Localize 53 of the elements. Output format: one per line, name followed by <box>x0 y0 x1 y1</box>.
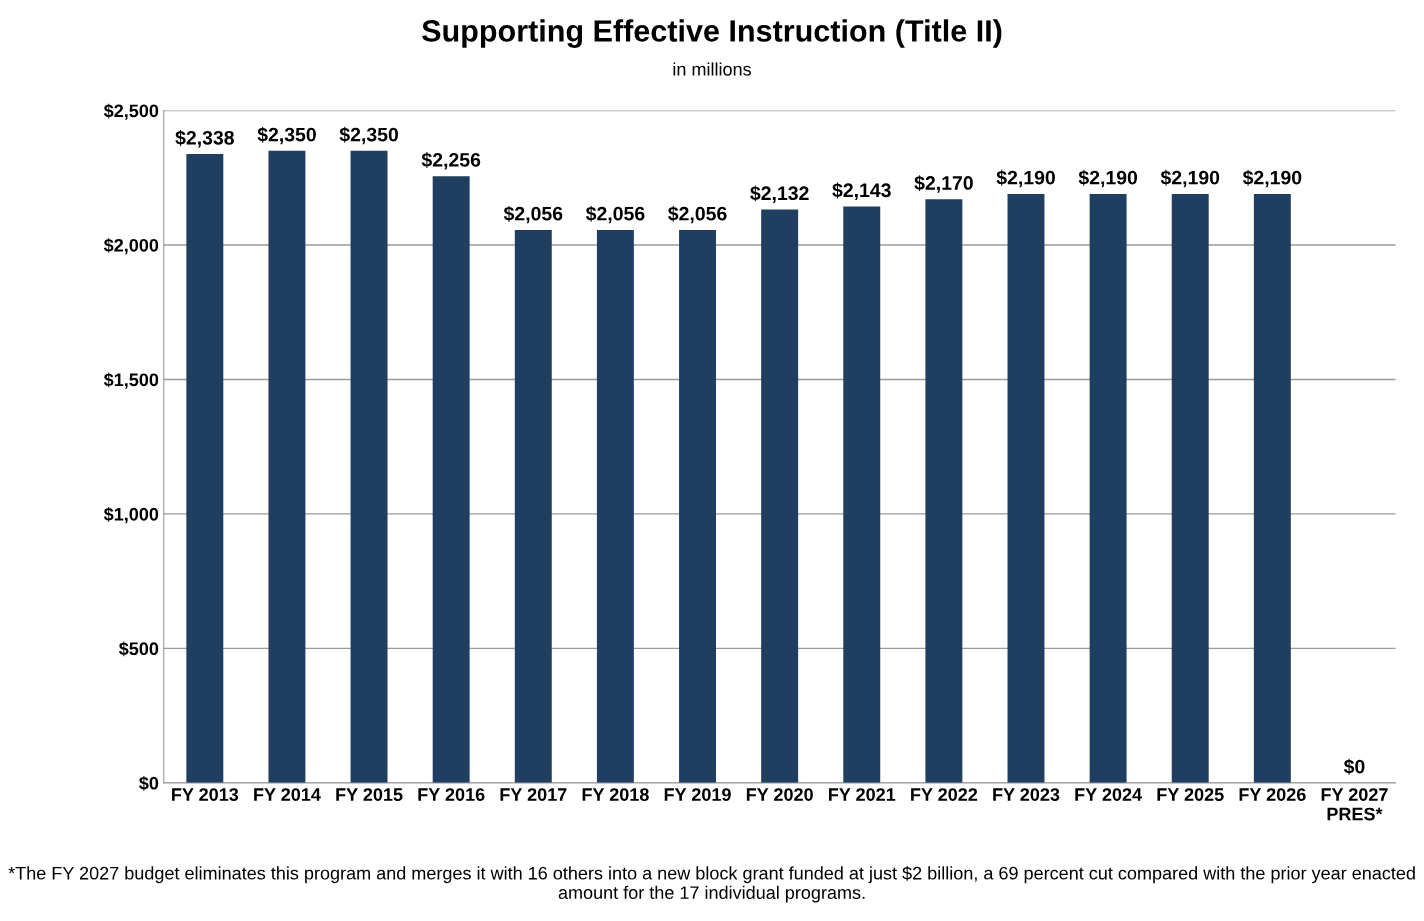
bar <box>514 229 552 783</box>
bar <box>925 199 963 783</box>
x-tick-label: FY 2014 <box>254 788 321 801</box>
bar <box>1007 193 1045 783</box>
x-tick-label: FY 2026 <box>1239 788 1306 801</box>
data-label: $2,350 <box>339 126 398 145</box>
x-tick-label: FY 2016 <box>418 788 485 801</box>
y-tick-label: $1,000 <box>103 507 159 524</box>
y-tick-label: $2,000 <box>103 238 159 255</box>
y-tick-label: $2,500 <box>103 103 159 120</box>
bar <box>843 206 881 783</box>
bar <box>596 229 634 783</box>
text: *The FY 2027 budget eliminates this program and merges it with 16 others into a new block grant funded at just $2 billion, a 69 percent cut compared with the prior year enacted amount for the 17 individual programs. <box>8 866 1415 903</box>
data-label: $2,190 <box>996 169 1055 188</box>
data-label: $2,190 <box>1078 169 1138 188</box>
data-label: $2,132 <box>750 185 809 203</box>
y-tick-label: $0 <box>139 775 159 791</box>
x-tick-label: FY 2013 <box>172 788 239 801</box>
x-tick-label: FY 2020 <box>746 788 813 801</box>
x-tick-label: FY 2021 <box>829 788 896 801</box>
bar <box>268 150 306 783</box>
data-label: $2,056 <box>585 205 645 224</box>
y-tick-label: $1,500 <box>103 372 159 389</box>
bar <box>1089 193 1127 783</box>
bar <box>350 150 388 783</box>
x-tick-label: FY 2022 <box>911 788 978 801</box>
data-label: $2,190 <box>1160 169 1220 188</box>
bar <box>1171 193 1209 783</box>
chart-subtitle: in millions <box>673 62 751 76</box>
data-label: $0 <box>1343 758 1365 775</box>
data-label: $2,338 <box>175 130 234 148</box>
x-tick-label: FY 2019 <box>664 788 731 801</box>
x-tick-label: FY 2025 <box>1157 788 1224 801</box>
chart-title: Supporting Effective Instruction (Title II) <box>422 19 1002 48</box>
bar <box>432 176 470 783</box>
data-label: $2,056 <box>668 205 727 224</box>
data-label: $2,143 <box>832 182 891 200</box>
x-tick-label: FY 2024 <box>1075 788 1142 801</box>
y-tick-label: $500 <box>118 641 159 657</box>
x-tick-label: FY 2027 PRES* <box>1321 788 1388 821</box>
bar <box>186 154 224 783</box>
data-label: $2,256 <box>421 152 481 170</box>
bar <box>679 229 716 783</box>
bar <box>761 209 799 783</box>
x-tick-label: FY 2018 <box>582 788 649 801</box>
bar <box>1253 193 1291 783</box>
data-label: $2,190 <box>1242 169 1302 188</box>
data-label: $2,170 <box>914 175 973 193</box>
x-tick-label: FY 2017 <box>500 788 567 801</box>
x-tick-label: FY 2015 <box>336 788 403 801</box>
data-label: $2,350 <box>257 126 316 145</box>
data-label: $2,056 <box>503 205 563 224</box>
x-tick-label: FY 2023 <box>993 788 1060 801</box>
